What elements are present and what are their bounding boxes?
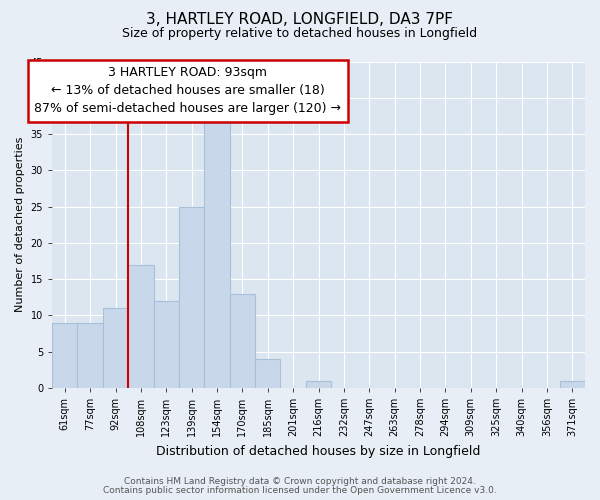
Bar [179, 206, 205, 388]
Bar [52, 322, 77, 388]
Bar [103, 308, 128, 388]
Y-axis label: Number of detached properties: Number of detached properties [15, 137, 25, 312]
Bar [128, 264, 154, 388]
Bar [255, 359, 280, 388]
Bar [230, 294, 255, 388]
Text: Contains HM Land Registry data © Crown copyright and database right 2024.: Contains HM Land Registry data © Crown c… [124, 477, 476, 486]
Bar [205, 120, 230, 388]
Bar [77, 322, 103, 388]
Bar [306, 380, 331, 388]
Text: 3 HARTLEY ROAD: 93sqm
← 13% of detached houses are smaller (18)
87% of semi-deta: 3 HARTLEY ROAD: 93sqm ← 13% of detached … [34, 66, 341, 116]
X-axis label: Distribution of detached houses by size in Longfield: Distribution of detached houses by size … [157, 444, 481, 458]
Text: 3, HARTLEY ROAD, LONGFIELD, DA3 7PF: 3, HARTLEY ROAD, LONGFIELD, DA3 7PF [146, 12, 454, 28]
Bar [560, 380, 585, 388]
Bar [154, 301, 179, 388]
Text: Size of property relative to detached houses in Longfield: Size of property relative to detached ho… [122, 28, 478, 40]
Text: Contains public sector information licensed under the Open Government Licence v3: Contains public sector information licen… [103, 486, 497, 495]
